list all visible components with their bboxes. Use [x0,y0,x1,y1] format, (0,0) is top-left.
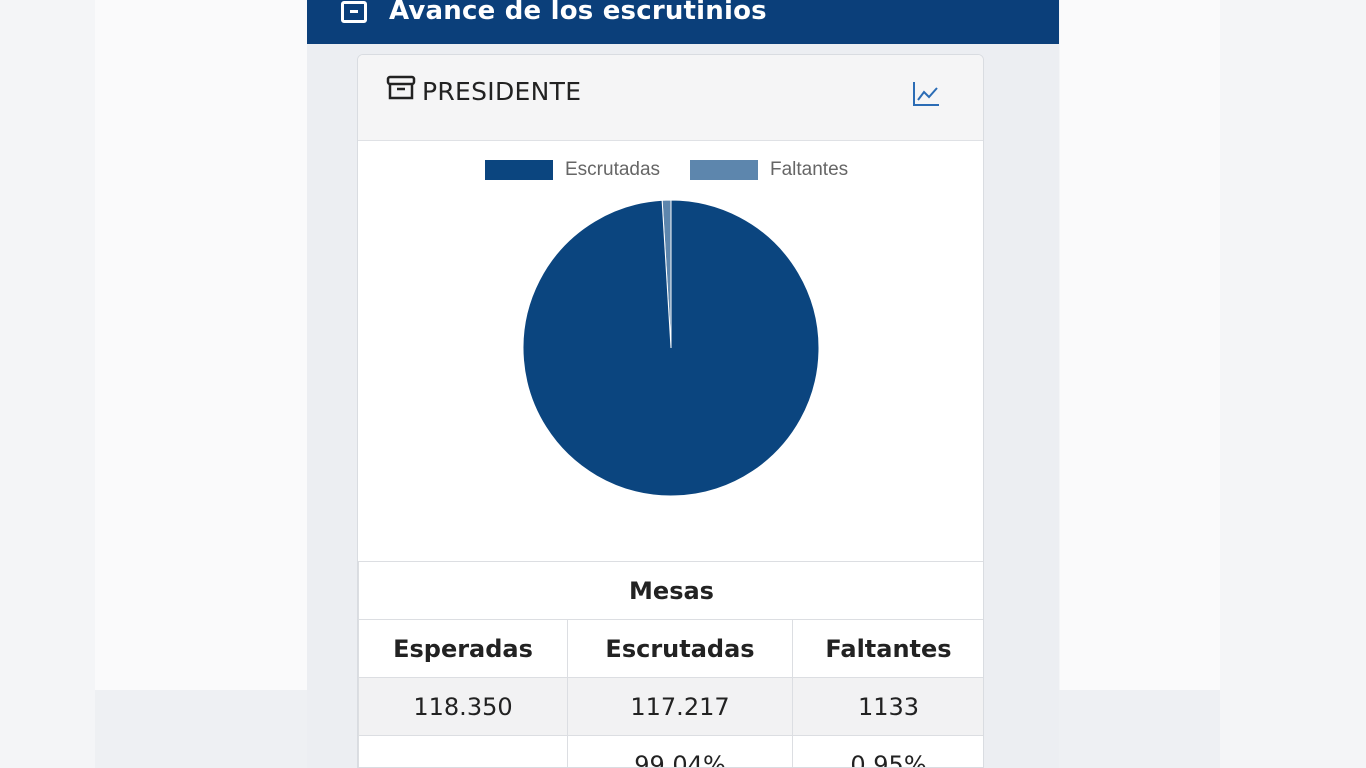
legend-label: Faltantes [770,159,849,180]
inbox-icon [341,1,367,23]
pie-chart: Escrutadas Faltantes [358,141,983,561]
legend-item-faltantes[interactable]: Faltantes [690,159,848,181]
mesas-table: Mesas Esperadas Escrutadas Faltantes 118… [358,561,983,767]
legend-item-escrutadas[interactable]: Escrutadas [485,159,660,181]
legend-swatch-faltantes [690,160,758,180]
panel-header: Avance de los escrutinios [307,0,1059,44]
table-cell: 99,04% [567,735,793,767]
column-header: Esperadas [358,619,568,678]
pie-slice-escrutadas[interactable] [522,199,820,497]
legend-label: Escrutadas [565,159,661,180]
table-cell: 0,95% [792,735,983,767]
column-header: Escrutadas [567,619,793,678]
card-header: PRESIDENTE [358,55,983,141]
card-title: PRESIDENTE [422,77,582,106]
table-cell: 1133 [792,677,983,736]
panel-title: Avance de los escrutinios [389,0,767,26]
background-right [1060,0,1220,768]
line-chart-icon[interactable] [911,79,941,109]
table-cell: 117.217 [567,677,793,736]
scrutiny-panel: Avance de los escrutinios PRESIDENTE Esc… [307,0,1059,768]
table-caption: Mesas [358,561,983,620]
table-cell: 118.350 [358,677,568,736]
president-card: PRESIDENTE Escrutadas Faltantes [357,54,984,768]
background-left [95,0,307,768]
inbox-icon [386,75,416,100]
legend-swatch-escrutadas [485,160,553,180]
table-cell [358,735,568,767]
chart-legend: Escrutadas Faltantes [358,159,983,183]
pie-svg [522,199,820,497]
column-header: Faltantes [792,619,983,678]
